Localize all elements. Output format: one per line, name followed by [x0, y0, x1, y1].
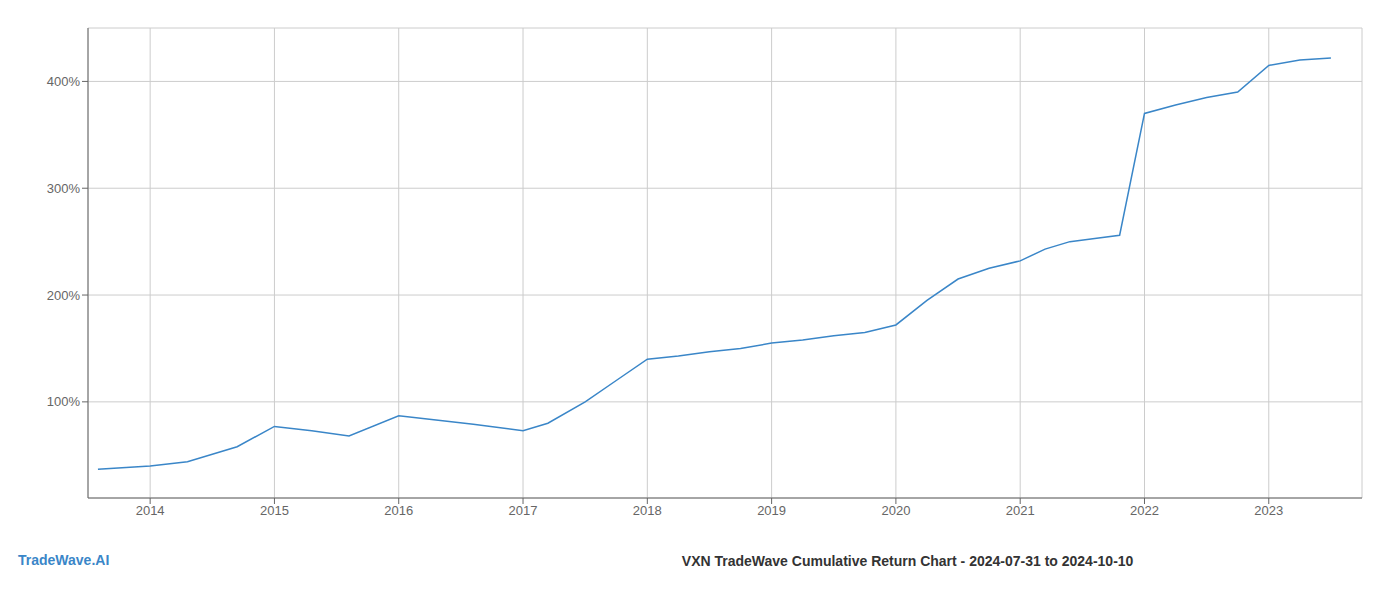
svg-text:400%: 400%	[47, 74, 81, 89]
svg-text:2014: 2014	[136, 503, 165, 518]
html-text:TradeWave.AI: TradeWave.AI	[18, 552, 110, 568]
svg-text:200%: 200%	[47, 288, 81, 303]
svg-text:2020: 2020	[881, 503, 910, 518]
svg-text:2022: 2022	[1130, 503, 1159, 518]
html-text:VXN TradeWave Cumulative Retur: VXN TradeWave Cumulative Return Chart - …	[681, 553, 1134, 569]
svg-text:100%: 100%	[47, 394, 81, 409]
svg-text:2016: 2016	[384, 503, 413, 518]
svg-text:300%: 300%	[47, 181, 81, 196]
svg-text:2017: 2017	[509, 503, 538, 518]
svg-text:2018: 2018	[633, 503, 662, 518]
svg-text:2023: 2023	[1254, 503, 1283, 518]
svg-text:2019: 2019	[757, 503, 786, 518]
svg-text:2021: 2021	[1006, 503, 1035, 518]
svg-text:2015: 2015	[260, 503, 289, 518]
